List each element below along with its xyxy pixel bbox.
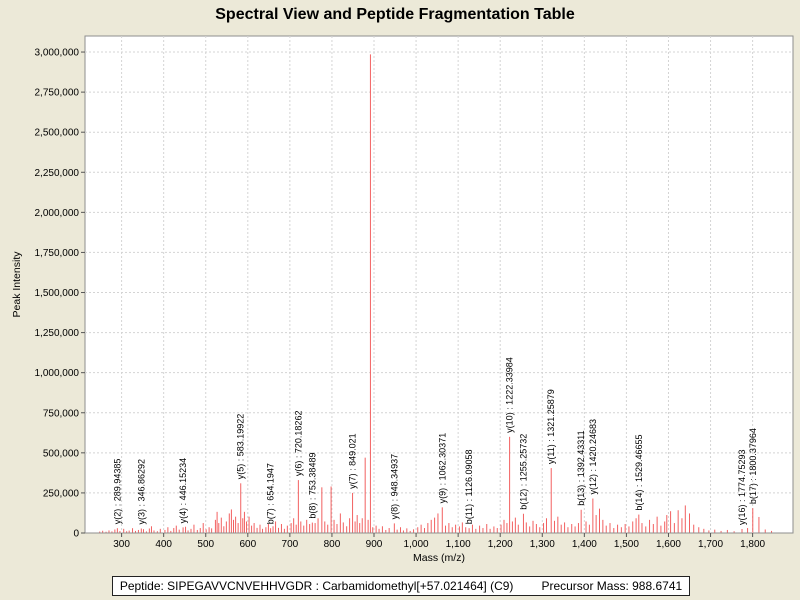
x-tick-label: 1,600: [656, 539, 681, 550]
fragment-peak-label: b(8) : 753.38489: [307, 453, 317, 519]
y-tick-label: 2,500,000: [35, 128, 80, 139]
y-tick-label: 2,000,000: [35, 208, 80, 219]
fragment-peak-label: y(3) : 346.86292: [136, 459, 146, 525]
peptide-info-bar: Peptide: SIPEGAVVCNVEHHVGDR : Carbamidom…: [112, 576, 690, 596]
precursor-mass-label: Precursor Mass: 988.6741: [541, 579, 683, 593]
x-tick-label: 1,100: [446, 539, 471, 550]
y-tick-label: 500,000: [43, 448, 80, 459]
fragment-peak-label: y(8) : 948.34937: [389, 454, 399, 520]
x-tick-label: 1,400: [572, 539, 597, 550]
x-tick-label: 300: [113, 539, 130, 550]
y-tick-label: 750,000: [43, 408, 80, 419]
fragment-peak-label: b(7) : 654.1947: [266, 463, 276, 524]
x-tick-label: 1,000: [404, 539, 429, 550]
x-axis-title: Mass (m/z): [413, 552, 465, 564]
x-tick-label: 900: [366, 539, 383, 550]
x-tick-label: 700: [282, 539, 299, 550]
y-tick-label: 250,000: [43, 488, 80, 499]
y-tick-label: 1,000,000: [35, 368, 80, 379]
fragment-peak-label: y(11) : 1321.25879: [546, 389, 556, 464]
fragment-peak-label: b(14) : 1529.46655: [634, 435, 644, 511]
y-tick-label: 3,000,000: [35, 48, 80, 59]
y-tick-label: 0: [73, 529, 79, 540]
fragment-peak-label: y(5) : 583.19922: [236, 414, 246, 480]
fragment-peak-label: y(9) : 1062.30371: [437, 433, 447, 504]
y-tick-label: 2,750,000: [35, 88, 80, 99]
fragment-peak-label: b(17) : 1800.37964: [748, 428, 758, 504]
fragment-peak-label: y(2) : 289.94385: [112, 459, 122, 525]
peptide-label: Peptide: SIPEGAVVCNVEHHVGDR : Carbamidom…: [119, 579, 514, 593]
fragment-peak-label: b(13) : 1392.43311: [576, 430, 586, 505]
x-tick-label: 800: [324, 539, 341, 550]
x-tick-label: 1,500: [614, 539, 639, 550]
plot-area[interactable]: [84, 35, 794, 534]
fragment-peak-label: y(7) : 849.021: [348, 433, 358, 489]
x-tick-label: 1,200: [488, 539, 513, 550]
x-tick-label: 1,800: [740, 539, 765, 550]
x-tick-label: 500: [197, 539, 214, 550]
x-tick-label: 1,300: [530, 539, 555, 550]
x-tick-label: 1,700: [698, 539, 723, 550]
y-tick-label: 1,500,000: [35, 288, 80, 299]
fragment-peak-label: b(11) : 1126.09058: [464, 449, 474, 524]
x-tick-label: 600: [239, 539, 256, 550]
fragment-peak-label: y(16) : 1774.75293: [737, 449, 747, 525]
chart-title: Spectral View and Peptide Fragmentation …: [215, 6, 575, 23]
fragment-peak-label: b(12) : 1255.25732: [518, 434, 528, 510]
y-axis-title: Peak Intensity: [11, 251, 23, 318]
fragment-peak-label: y(6) : 720.18262: [293, 411, 303, 477]
y-tick-label: 1,250,000: [35, 328, 80, 339]
fragment-peak-label: y(10) : 1222.33984: [505, 357, 515, 433]
y-tick-label: 1,750,000: [35, 248, 80, 259]
fragment-peak-label: y(4) : 446.15234: [178, 458, 188, 524]
fragment-peak-label: y(12) : 1420.24683: [588, 419, 598, 495]
x-tick-label: 400: [155, 539, 172, 550]
y-tick-label: 2,250,000: [35, 168, 80, 179]
